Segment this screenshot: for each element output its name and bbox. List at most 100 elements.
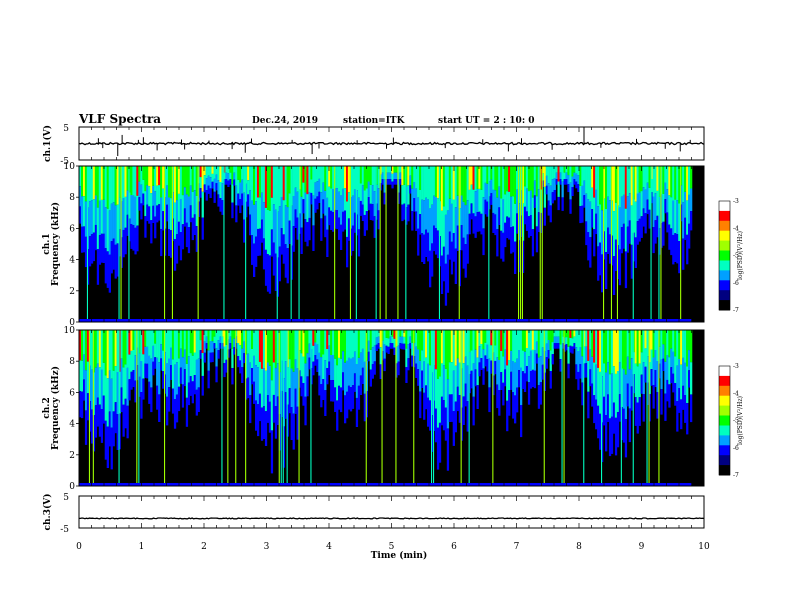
ch1-spectrogram-colorbar-swatch (719, 260, 730, 271)
ch2-spectrogram-ylabel-frequency: Frequency (kHz) (50, 366, 61, 450)
ch1-spectrogram-cell (312, 166, 315, 196)
ch1-spectrogram-cell (264, 249, 268, 286)
ch1-spectrogram-colorbar-swatch (719, 240, 730, 251)
ch2-spectrogram-cell (361, 348, 365, 368)
ch2-spectrogram-cell (547, 330, 550, 340)
ch1-spectrogram-cell (561, 197, 564, 211)
ch1-spectrogram-cell (527, 216, 531, 238)
ch2-spectrogram-cell (128, 379, 131, 401)
ch2-spectrogram-cell (292, 330, 295, 372)
ch1-spectrogram-cell (245, 183, 248, 202)
ch2-spectrogram-cell (233, 347, 236, 355)
ch1-spectrogram-cell (326, 197, 329, 230)
ch1-spectrogram-cell (466, 234, 469, 264)
ch2-spectrogram-cell (638, 397, 641, 426)
ch2-spectrogram-cell (282, 426, 285, 468)
ch1-spectrogram-cell (187, 166, 191, 197)
ch1-spectrogram-cell (622, 166, 626, 195)
ch2-spectrogram-cell (156, 357, 159, 386)
ch1-spectrogram-cell (100, 166, 104, 200)
ch1-spectrogram-cell (100, 233, 104, 263)
ch1-spectrogram-sferic (438, 166, 440, 322)
ch1-spectrogram-cell (452, 166, 455, 200)
ch1-spectrogram-cell (264, 166, 268, 208)
ch1-spectrogram-cell (488, 181, 491, 197)
ch1-spectrogram-cell (486, 183, 489, 202)
ch2-spectrogram-cell (504, 349, 507, 370)
ch2-spectrogram-cell (387, 346, 390, 354)
ch1-spectrogram-cell (630, 244, 633, 279)
ch2-spectrogram-cell (605, 415, 608, 452)
ch1-spectrogram-colorbar-tick: -3 (733, 198, 739, 205)
ch1-spectrogram-sferic (349, 166, 351, 322)
ch2-spectrogram-cell (607, 330, 610, 363)
ch2-spectrogram-cell (389, 336, 392, 344)
ch1-spectrogram-cell (110, 166, 113, 204)
ch1-spectrogram-cell (488, 196, 491, 210)
ch1-spectrogram-cell (136, 225, 139, 252)
ch2-spectrogram-cell (118, 330, 121, 372)
ch2-spectrogram-cell (508, 360, 511, 390)
ch2-spectrogram-cell (593, 395, 596, 424)
ch1-spectrogram-cell (599, 242, 602, 276)
ch1-spectrogram-cell (634, 166, 637, 202)
ch1-spectrogram-cell (175, 234, 179, 264)
ch2-spectrogram-cell (678, 359, 681, 388)
ch2-spectrogram-cell (555, 343, 558, 349)
ch1-spectrogram-ytick: 8 (69, 193, 75, 203)
ch2-spectrogram-cell (199, 330, 202, 341)
ch1-spectrogram-sferic (610, 166, 612, 322)
ch1-spectrogram-cell (545, 175, 548, 186)
ch2-spectrogram-cell (478, 330, 481, 347)
ch2-spectrogram-cell (79, 330, 82, 361)
ch2-spectrogram-sferic (245, 330, 247, 486)
ch2-spectrogram-cell (357, 385, 361, 410)
ch1-spectrogram-cell (120, 201, 123, 238)
ch2-spectrogram-cell (215, 366, 218, 383)
ch1-spectrogram-cell (567, 175, 570, 185)
ch1-spectrogram-cell (126, 166, 129, 191)
ch2-spectrogram-cell (397, 361, 400, 376)
ch1-spectrogram-cell (553, 166, 556, 178)
ch1-spectrogram-cell (160, 166, 163, 198)
ch2-spectrogram-cell (201, 330, 204, 353)
ch1-spectrogram-cell (181, 166, 185, 196)
ch1-spectrogram-cell (94, 224, 98, 251)
ch2-spectrogram-cell (690, 394, 693, 423)
ch1-spectrogram-cell (595, 213, 598, 235)
ch1-spectrogram-cell (213, 191, 216, 203)
ch1-spectrogram-cell (387, 172, 390, 180)
ch2-spectrogram-cell (272, 394, 276, 423)
ch2-spectrogram-cell (571, 346, 574, 354)
ch2-spectrogram-cell (603, 330, 606, 364)
ch2-spectrogram-cell (231, 349, 234, 368)
ch1-spectrogram-cell (223, 179, 226, 185)
ch1-spectrogram-cell (521, 166, 525, 204)
ch1-spectrogram-cell (94, 195, 98, 225)
ch2-spectrogram-cell (134, 330, 137, 356)
ch2-spectrogram-cell (102, 395, 105, 424)
ch1-spectrogram-cell (510, 196, 513, 228)
ch2-spectrogram-cell (247, 353, 250, 378)
ch1-spectrogram-cell (421, 166, 424, 200)
ch2-spectrogram-cell (630, 358, 633, 387)
ch1-spectrogram-cell (219, 198, 222, 212)
ch2-spectrogram-cell (320, 357, 323, 385)
ch1-spectrogram-cell (203, 175, 206, 185)
ch1-spectrogram-cell (504, 194, 507, 223)
ch2-spectrogram-cell (579, 347, 582, 364)
ch1-spectrogram-cell (559, 172, 562, 180)
ch2-spectrogram-cell (322, 379, 325, 400)
ch2-spectrogram-cell (415, 363, 418, 378)
ch2-spectrogram-cell (583, 346, 586, 364)
ch2-spectrogram-cell (140, 330, 143, 361)
ch1-spectrogram-cell (628, 166, 631, 194)
ch1-spectrogram-cell (539, 189, 542, 213)
ch1-spectrogram-cell (118, 166, 121, 198)
ch2-spectrogram-cell (616, 371, 620, 412)
ch2-spectrogram-sferic (646, 330, 648, 486)
ch2-spectrogram-cell (168, 358, 171, 387)
ch1-spectrogram-cell (684, 191, 687, 218)
ch1-spectrogram-cell (674, 166, 677, 200)
